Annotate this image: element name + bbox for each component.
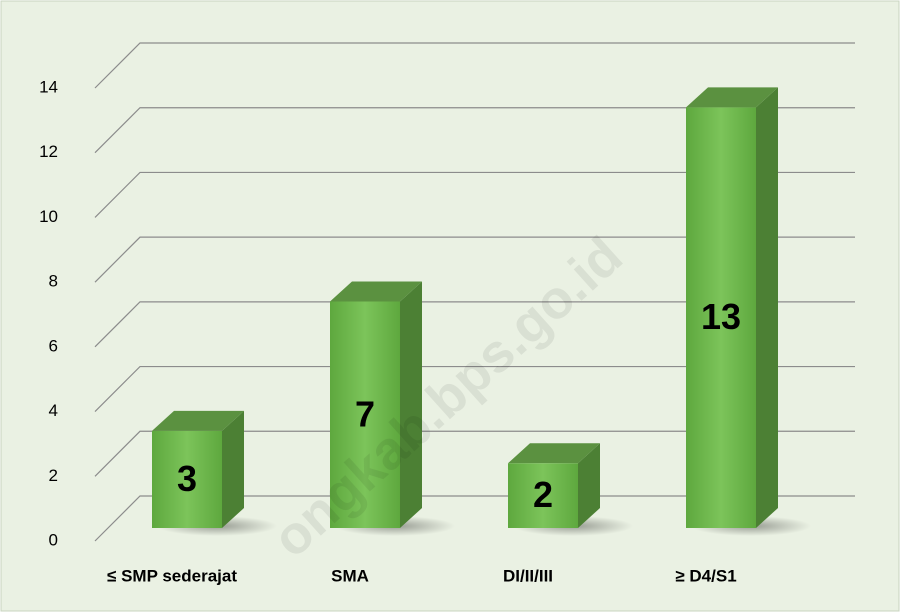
y-tick-label: 2: [49, 466, 58, 485]
x-tick-label: SMA: [331, 566, 369, 585]
value-label: 2: [533, 474, 553, 515]
bar-top: [152, 410, 244, 431]
grid-line: [94, 171, 855, 218]
bar-top: [508, 443, 600, 464]
y-tick-label: 6: [49, 336, 58, 355]
x-tick-label: DI/II/III: [503, 566, 553, 585]
y-tick-label: 10: [39, 207, 58, 226]
bar: [152, 430, 222, 528]
bar-side: [222, 410, 244, 528]
y-tick-label: 12: [39, 142, 58, 161]
value-label: 7: [355, 393, 375, 434]
grid-line: [94, 365, 855, 412]
y-tick-label: 0: [49, 530, 58, 549]
bar-side: [756, 87, 778, 528]
bar-top: [330, 281, 422, 302]
grid-line: [94, 107, 855, 154]
bar-side: [400, 281, 422, 528]
bar-side: [578, 443, 600, 528]
grid-line: [94, 430, 855, 477]
bars: 3 ≤ SMP sederajat 7 SMA 2 DI/II/III 13 ≥ D4/S1: [107, 87, 811, 585]
y-tick-label: 4: [49, 401, 58, 420]
value-label: 3: [177, 458, 197, 499]
x-tick-label: ≥ D4/S1: [675, 566, 736, 585]
bar: [686, 107, 756, 528]
y-tick-label: 14: [39, 77, 58, 96]
value-label: 13: [701, 296, 741, 337]
bar-top: [686, 87, 778, 108]
grid-line: [94, 495, 855, 542]
bar: [330, 301, 400, 528]
y-tick-label: 8: [49, 272, 58, 291]
grid-line: [94, 42, 855, 89]
grid-line: [94, 236, 855, 283]
bar: [508, 463, 578, 528]
grid-line: [94, 301, 855, 348]
x-tick-label: ≤ SMP sederajat: [107, 566, 237, 585]
grid: 0 2 4 6 8 10 12 14: [39, 42, 855, 549]
